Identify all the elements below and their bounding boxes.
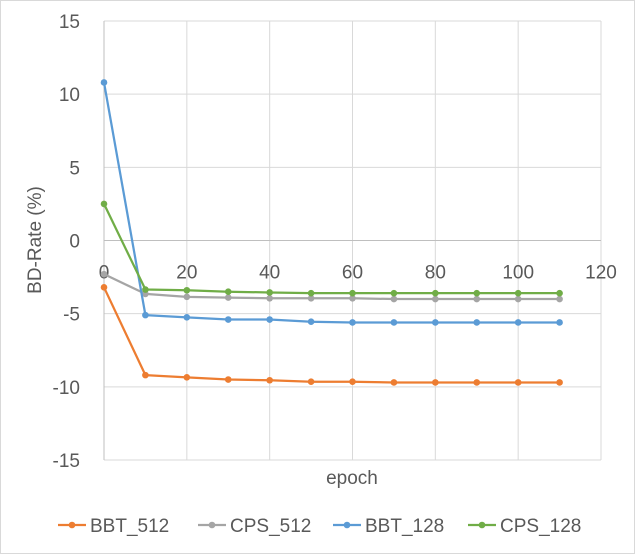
data-point <box>390 379 398 386</box>
data-point <box>266 376 273 384</box>
data-point <box>473 319 481 326</box>
data-point <box>183 293 191 301</box>
data-point <box>432 319 439 326</box>
y-axis-title: BD-Rate (%) <box>25 186 46 294</box>
data-point <box>432 295 439 303</box>
data-point <box>473 295 481 303</box>
data-point <box>390 289 398 297</box>
x-axis-title: epoch <box>326 468 378 489</box>
data-point <box>349 319 356 326</box>
x-tick-label: 100 <box>502 263 534 284</box>
x-tick-label: 40 <box>259 263 280 284</box>
data-point <box>183 374 191 381</box>
legend-label: BBT_512 <box>90 516 169 537</box>
data-point <box>100 79 108 86</box>
data-point <box>556 289 563 297</box>
data-point <box>390 319 398 326</box>
x-tick-label: 20 <box>176 263 197 284</box>
legend-label: CPS_512 <box>230 516 311 537</box>
data-point <box>224 294 232 301</box>
data-point <box>183 314 191 321</box>
data-point <box>183 286 191 294</box>
x-tick-label: 80 <box>425 263 446 284</box>
y-tick-label: -5 <box>63 305 80 326</box>
legend-item: BBT_512 <box>58 516 169 537</box>
data-point <box>224 316 232 323</box>
data-point <box>473 289 481 297</box>
data-point <box>432 379 439 386</box>
data-point <box>556 379 563 386</box>
data-point <box>556 295 563 303</box>
data-point <box>514 295 522 303</box>
x-axis-tick-labels: 020406080100120 <box>99 263 617 284</box>
data-point <box>556 319 563 326</box>
y-tick-label: 0 <box>69 232 80 253</box>
data-point <box>432 289 439 297</box>
legend-item: CPS_128 <box>468 516 581 537</box>
series-layer <box>100 79 563 386</box>
data-point <box>224 376 232 383</box>
data-point <box>514 289 522 297</box>
data-point <box>100 270 108 278</box>
legend-item: CPS_512 <box>198 516 311 537</box>
data-point <box>514 319 522 326</box>
data-point <box>142 371 149 379</box>
data-point <box>224 288 232 296</box>
data-point <box>100 284 108 291</box>
data-point <box>307 295 315 302</box>
x-tick-label: 60 <box>342 263 363 284</box>
legend: BBT_512 CPS_512 BBT_128 CPS_128 <box>58 516 581 537</box>
data-point <box>349 378 356 386</box>
data-point <box>514 379 522 386</box>
y-axis-tick-labels: 15 10 5 0 -5 -10 -15 <box>53 12 80 472</box>
data-point <box>266 295 273 302</box>
series-line-cps-512 <box>103 273 560 301</box>
y-tick-label: 15 <box>59 12 80 33</box>
data-point <box>349 295 356 302</box>
legend-label: BBT_128 <box>365 516 444 537</box>
data-point <box>307 378 315 386</box>
y-tick-label: -10 <box>53 378 80 399</box>
data-point <box>142 311 149 319</box>
series-line-bbt-512 <box>102 286 560 384</box>
data-point <box>266 289 273 296</box>
series-line-bbt-128 <box>102 82 560 324</box>
data-point <box>266 316 273 323</box>
x-tick-label: 120 <box>585 263 617 284</box>
y-tick-label: 5 <box>69 158 80 179</box>
legend-swatch-marker <box>343 521 351 529</box>
gridlines <box>103 20 602 461</box>
data-point <box>473 379 481 386</box>
legend-swatch-marker <box>208 521 216 529</box>
data-point <box>349 289 356 297</box>
legend-swatch-marker <box>68 521 76 529</box>
y-tick-label: 10 <box>59 85 80 106</box>
data-point <box>100 200 108 208</box>
legend-item: BBT_128 <box>333 516 444 537</box>
data-point <box>390 295 398 303</box>
data-point <box>307 318 315 326</box>
series-line-cps-128 <box>102 203 560 295</box>
data-point <box>307 289 315 297</box>
legend-swatch-marker <box>478 521 486 529</box>
data-point <box>142 286 149 293</box>
legend-label: CPS_128 <box>500 516 581 537</box>
y-tick-label: -15 <box>53 451 80 472</box>
